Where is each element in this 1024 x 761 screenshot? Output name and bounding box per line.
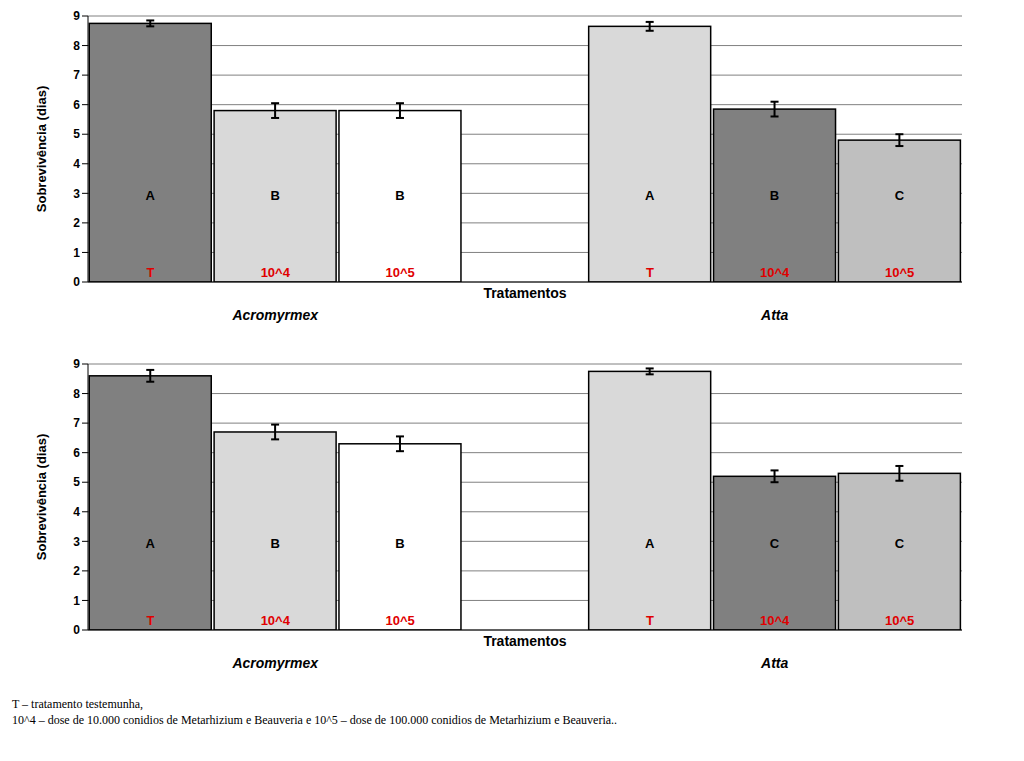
svg-text:10^4: 10^4 (261, 265, 291, 280)
svg-text:10^5: 10^5 (885, 265, 914, 280)
svg-text:Acromyrmex: Acromyrmex (231, 307, 319, 323)
svg-text:10^5: 10^5 (885, 613, 914, 628)
svg-text:3: 3 (73, 535, 80, 549)
svg-text:6: 6 (73, 446, 80, 460)
svg-text:10^4: 10^4 (760, 265, 790, 280)
svg-text:9: 9 (73, 9, 80, 23)
svg-text:7: 7 (73, 68, 80, 82)
svg-text:2: 2 (73, 216, 80, 230)
svg-text:T: T (146, 613, 154, 628)
svg-text:B: B (770, 188, 779, 203)
svg-text:Sobrevivência (dias): Sobrevivência (dias) (34, 86, 49, 212)
html-text:T – tratamento testemunha,: T – tratamento testemunha, (12, 697, 144, 711)
svg-text:T: T (146, 265, 154, 280)
svg-text:10^5: 10^5 (385, 265, 414, 280)
svg-text:0: 0 (73, 623, 80, 637)
svg-text:10^5: 10^5 (385, 613, 414, 628)
svg-text:B: B (395, 536, 404, 551)
svg-text:6: 6 (73, 98, 80, 112)
svg-text:5: 5 (73, 127, 80, 141)
svg-text:Sobrevivência (dias): Sobrevivência (dias) (34, 434, 49, 560)
svg-text:B: B (270, 188, 279, 203)
svg-text:7: 7 (73, 416, 80, 430)
svg-text:Atta: Atta (760, 655, 788, 671)
svg-text:A: A (146, 536, 156, 551)
svg-text:B: B (270, 536, 279, 551)
svg-text:Atta: Atta (760, 307, 788, 323)
svg-text:8: 8 (73, 39, 80, 53)
svg-text:5: 5 (73, 475, 80, 489)
svg-text:A: A (146, 188, 156, 203)
svg-text:3: 3 (73, 187, 80, 201)
svg-text:10^4: 10^4 (261, 613, 291, 628)
svg-text:C: C (895, 536, 905, 551)
svg-text:1: 1 (73, 246, 80, 260)
svg-text:T: T (646, 613, 654, 628)
svg-text:T: T (646, 265, 654, 280)
html-text:10^4 – dose de 10.000 conidios: 10^4 – dose de 10.000 conidios de Metarh… (12, 713, 618, 727)
svg-text:A: A (645, 188, 655, 203)
svg-text:Acromyrmex: Acromyrmex (231, 655, 319, 671)
svg-text:C: C (895, 188, 905, 203)
svg-text:0: 0 (73, 275, 80, 289)
svg-text:B: B (395, 188, 404, 203)
svg-text:1: 1 (73, 594, 80, 608)
svg-text:C: C (770, 536, 780, 551)
svg-text:2: 2 (73, 564, 80, 578)
svg-text:A: A (645, 536, 655, 551)
svg-text:4: 4 (73, 505, 80, 519)
svg-text:9: 9 (73, 357, 80, 371)
svg-text:Tratamentos: Tratamentos (483, 633, 566, 649)
svg-text:4: 4 (73, 157, 80, 171)
svg-text:Tratamentos: Tratamentos (483, 285, 566, 301)
svg-text:10^4: 10^4 (760, 613, 790, 628)
svg-text:8: 8 (73, 387, 80, 401)
